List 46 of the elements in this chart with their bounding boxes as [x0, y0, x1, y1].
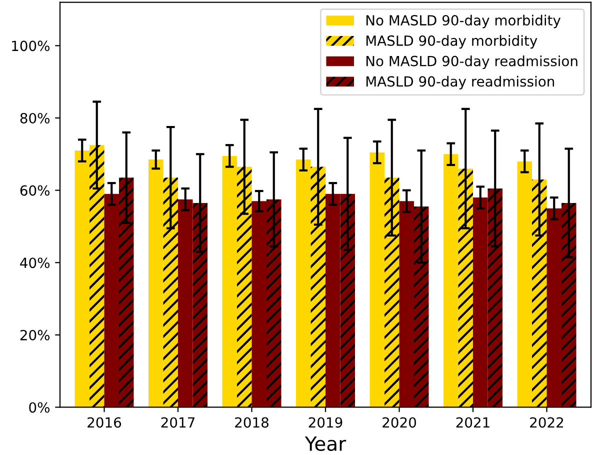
x-tick-label: 2018	[235, 417, 268, 428]
bar	[326, 194, 340, 408]
bar	[546, 208, 562, 408]
bar	[148, 160, 164, 408]
bar	[458, 168, 473, 408]
bar	[222, 156, 237, 408]
x-tick-label: 2020	[382, 417, 416, 428]
legend-label: No MASLD 90-day readmission	[366, 56, 578, 69]
bar	[517, 161, 532, 408]
legend-label: MASLD 90-day readmission	[366, 76, 554, 90]
x-tick-label: 2021	[456, 417, 490, 428]
bar	[562, 202, 576, 408]
bar	[119, 178, 134, 408]
y-tick-label: 100%	[12, 40, 50, 52]
bar	[340, 194, 355, 408]
bar	[163, 178, 178, 408]
bar	[192, 202, 208, 408]
bar	[310, 166, 326, 408]
bar	[178, 199, 193, 408]
x-tick-label: 2016	[88, 417, 122, 428]
bar	[370, 152, 384, 408]
y-tick-label: 60%	[20, 185, 50, 196]
bar	[444, 154, 458, 408]
x-tick-label: 2022	[530, 417, 564, 428]
legend-label: MASLD 90-day morbidity	[366, 35, 538, 49]
bar	[488, 188, 502, 408]
bar	[296, 160, 311, 408]
bar	[90, 145, 104, 408]
bar	[252, 201, 266, 408]
bar	[532, 179, 547, 408]
bar	[237, 166, 252, 408]
bar	[414, 206, 429, 408]
y-tick-label: 40%	[20, 258, 50, 268]
y-tick-label: 0%	[29, 402, 50, 413]
x-tick-label: 2019	[308, 417, 342, 428]
bar	[384, 178, 400, 408]
bar	[473, 198, 488, 408]
y-tick-label: 80%	[20, 112, 50, 124]
legend-label: No MASLD 90-day morbidity	[366, 14, 561, 28]
x-axis-title: Year	[304, 436, 346, 451]
x-tick-label: 2017	[161, 417, 194, 428]
bar	[399, 201, 414, 408]
bar	[104, 194, 119, 408]
y-tick-label: 20%	[20, 330, 50, 340]
bar	[266, 199, 282, 408]
bar	[74, 150, 90, 408]
